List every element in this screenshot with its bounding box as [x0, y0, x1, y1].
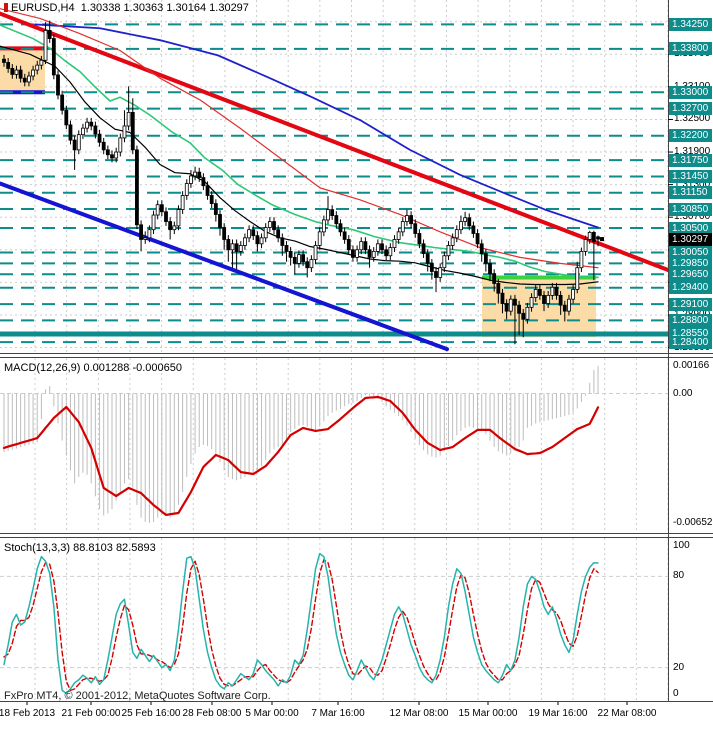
main-chart-area[interactable] — [0, 0, 668, 353]
price-level-badge: 1.30850 — [669, 203, 712, 216]
time-axis-label: 18 Feb 2013 — [0, 708, 56, 719]
stoch-axis-label: 20 — [673, 662, 685, 673]
time-axis-label: 7 Mar 16:00 — [311, 708, 365, 719]
price-level-badge: 1.33000 — [669, 86, 712, 99]
time-axis-label: 21 Feb 00:00 — [61, 708, 121, 719]
candles-layer — [2, 20, 600, 345]
stoch-indicator-label: Stoch(13,3,3) 88.8103 82.5893 — [4, 542, 156, 554]
price-tick-label: 1.31900 — [674, 146, 711, 157]
macd-name: MACD(12,26,9) — [4, 362, 81, 374]
macd-histogram — [3, 365, 599, 524]
stoch-d-line — [3, 558, 599, 692]
price-level-badge: 1.29650 — [669, 268, 712, 281]
symbol-timeframe: EURUSD,H4 — [11, 2, 75, 14]
time-axis-label: 19 Mar 16:00 — [528, 708, 588, 719]
price-level-badge: 1.31150 — [669, 186, 712, 199]
stoch-axis-label: 0 — [673, 688, 679, 699]
macd-panel-area[interactable] — [0, 358, 668, 534]
macd-signal-line — [2, 395, 600, 517]
price-level-badge: 1.32200 — [669, 129, 712, 142]
price-level-badge: 1.29400 — [669, 281, 712, 294]
macd-value: 0.001288 — [83, 362, 130, 374]
current-price-badge: 1.30297 — [669, 233, 712, 246]
price-level-badge: 1.32700 — [669, 102, 712, 115]
price-level-badge: 1.28400 — [669, 336, 712, 349]
price-tick-label: 1.30700 — [674, 211, 711, 222]
price-level-badge: 1.29850 — [669, 257, 712, 270]
price-level-badge: 1.30050 — [669, 246, 712, 259]
price-level-badge: 1.31450 — [669, 170, 712, 183]
stoch-panel-area[interactable] — [0, 538, 668, 702]
price-level-badge: 1.33800 — [669, 42, 712, 55]
price-level-badge: 1.29100 — [669, 298, 712, 311]
macd-signal-value: -0.000650 — [132, 362, 182, 374]
ma-green — [0, 24, 599, 279]
last-close-marker — [600, 237, 605, 242]
downtrend-line-blue — [0, 181, 449, 352]
time-axis-label: 28 Feb 08:00 — [182, 708, 242, 719]
symbol-marker-icon — [4, 3, 8, 12]
stoch-k-value: 88.8103 — [73, 542, 113, 554]
price-tick-label: 1.31300 — [674, 179, 711, 190]
time-axis-label: 15 Mar 00:00 — [458, 708, 518, 719]
ma-black — [0, 45, 599, 286]
macd-axis-label: 0.00166 — [673, 360, 710, 371]
macd-axis-label: -0.00652 — [673, 517, 713, 528]
ohlc-values: 1.30338 1.30363 1.30164 1.30297 — [80, 2, 249, 14]
downtrend-line-red — [0, 11, 674, 274]
chart-title: EURUSD,H4 1.30338 1.30363 1.30164 1.3029… — [4, 2, 249, 14]
price-level-badge: 1.34250 — [669, 18, 712, 31]
ma-blue — [34, 23, 599, 229]
price-level-badge: 1.28800 — [669, 314, 712, 327]
time-axis-label: 22 Mar 08:00 — [597, 708, 657, 719]
copyright-text: FxPro MT4, © 2001-2012, MetaQuotes Softw… — [4, 690, 271, 702]
stoch-d-value: 82.5893 — [115, 542, 156, 554]
stoch-name: Stoch(13,3,3) — [4, 542, 71, 554]
macd-axis-label: 0.00 — [673, 388, 693, 399]
price-level-badge: 1.31750 — [669, 154, 712, 167]
price-tick-label: 1.32500 — [674, 113, 711, 124]
ma-red — [0, 8, 599, 269]
time-axis-label: 12 Mar 08:00 — [389, 708, 449, 719]
price-level-badge: 1.30500 — [669, 222, 712, 235]
time-axis-label: 25 Feb 16:00 — [121, 708, 181, 719]
macd-indicator-label: MACD(12,26,9) 0.001288 -0.000650 — [4, 362, 182, 374]
stoch-k-line — [3, 552, 599, 695]
stoch-axis-label: 80 — [673, 570, 685, 581]
time-axis-label: 5 Mar 00:00 — [245, 708, 299, 719]
stoch-axis-label: 100 — [673, 540, 690, 551]
